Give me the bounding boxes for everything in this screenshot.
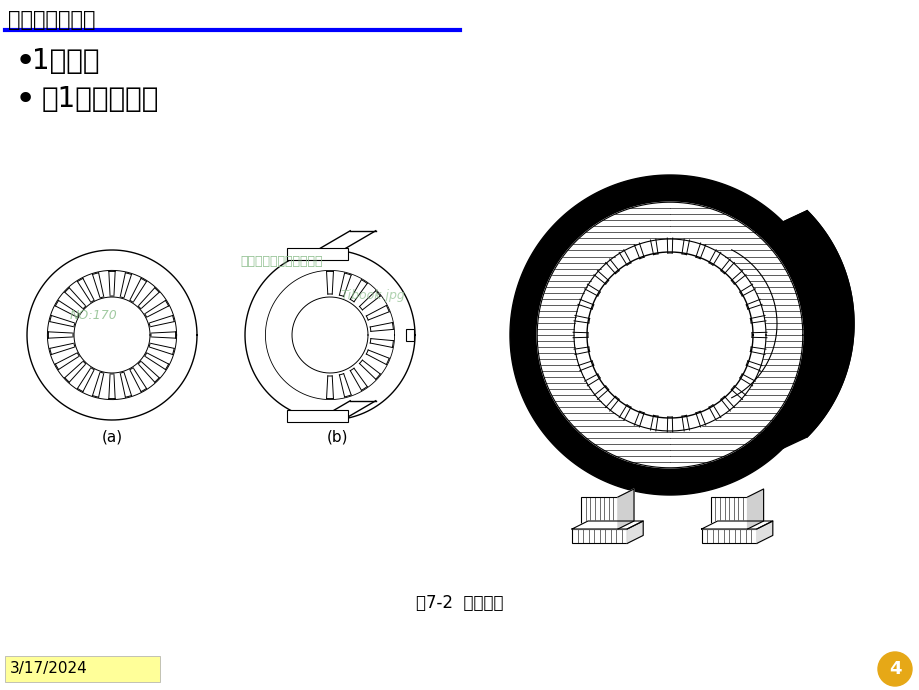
Text: 3/17/2024: 3/17/2024 bbox=[10, 662, 87, 676]
Polygon shape bbox=[710, 497, 747, 529]
Bar bbox=[287, 410, 347, 422]
Bar bbox=[287, 248, 347, 260]
Polygon shape bbox=[586, 252, 752, 418]
Text: （1）定子铁心: （1）定子铁心 bbox=[42, 85, 159, 113]
Polygon shape bbox=[701, 521, 772, 529]
Polygon shape bbox=[572, 521, 642, 529]
Circle shape bbox=[877, 652, 911, 686]
Bar bbox=[406, 329, 414, 341]
Text: 图7-2  定子铁心: 图7-2 定子铁心 bbox=[415, 594, 504, 612]
Polygon shape bbox=[747, 489, 763, 529]
Polygon shape bbox=[291, 297, 368, 373]
Polygon shape bbox=[27, 250, 197, 420]
Text: 西安电子科技大学出版社: 西安电子科技大学出版社 bbox=[240, 255, 323, 268]
Polygon shape bbox=[537, 202, 802, 468]
Text: 4: 4 bbox=[888, 660, 901, 678]
Text: 电机与电力拖动: 电机与电力拖动 bbox=[8, 10, 96, 30]
Text: NO:170: NO:170 bbox=[70, 308, 118, 322]
Text: 1、定子: 1、定子 bbox=[32, 47, 99, 75]
Polygon shape bbox=[509, 175, 829, 495]
Polygon shape bbox=[581, 497, 618, 529]
Bar bbox=[572, 529, 627, 544]
Bar bbox=[710, 497, 747, 529]
Text: (b): (b) bbox=[327, 429, 348, 444]
Polygon shape bbox=[618, 489, 633, 529]
Polygon shape bbox=[74, 297, 150, 373]
Bar bbox=[701, 529, 756, 544]
Polygon shape bbox=[627, 521, 642, 544]
Polygon shape bbox=[244, 250, 414, 420]
Polygon shape bbox=[782, 210, 853, 448]
Bar bbox=[581, 497, 618, 529]
Polygon shape bbox=[509, 175, 829, 495]
Text: (a): (a) bbox=[101, 429, 122, 444]
Text: •: • bbox=[15, 45, 36, 79]
Text: Tibook.jpg: Tibook.jpg bbox=[340, 288, 404, 302]
Text: •: • bbox=[15, 83, 36, 117]
Polygon shape bbox=[756, 521, 772, 544]
Bar bbox=[5, 656, 160, 682]
